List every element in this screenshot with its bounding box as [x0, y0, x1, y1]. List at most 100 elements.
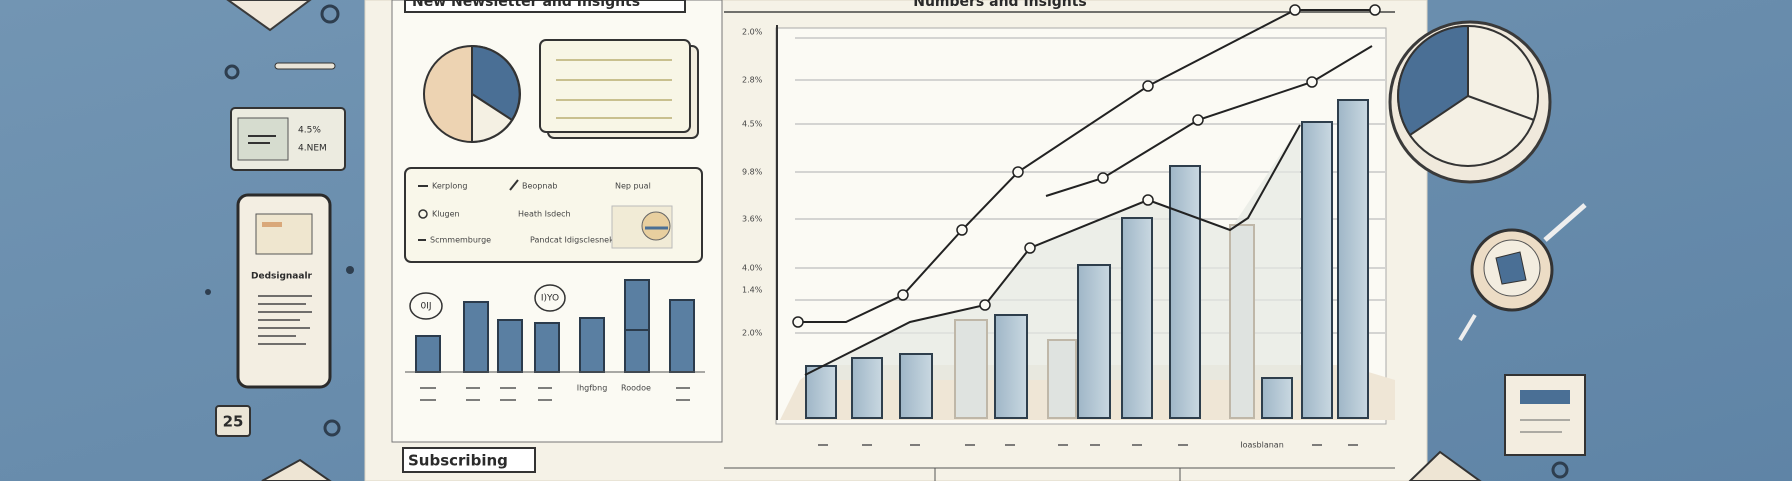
main-bars-part: [805, 365, 837, 419]
mini-bubbles-part: [409, 292, 443, 320]
line-points-part: [956, 224, 968, 236]
note-card-part: [539, 39, 691, 133]
lines-part: [804, 124, 1301, 376]
legend-item: Klugen: [432, 210, 460, 219]
left-decor-part: [226, 0, 312, 32]
legend-item: Nep pual: [615, 182, 651, 191]
line-points-part: [1012, 166, 1024, 178]
mini-bubbles: 0IJ I)YO: [409, 284, 566, 320]
left-decor-part: [215, 405, 251, 437]
y-label: 2.0%: [742, 28, 763, 37]
main-bars-part: [1169, 165, 1201, 419]
main-bars-part: [1301, 121, 1333, 419]
left-decor-part: [237, 117, 289, 161]
footer-box: [402, 447, 536, 473]
right-decor-part: [1543, 203, 1587, 242]
note-card-part: [556, 59, 672, 119]
legend-item: Kerplong: [432, 182, 467, 191]
line-points-part: [1369, 4, 1381, 16]
line-points: [792, 4, 1381, 328]
main-bars-part: [1077, 264, 1111, 419]
legend-items-part: [418, 209, 428, 219]
legend-item: Heath Isdech: [518, 210, 571, 219]
bubble-text: 0IJ: [420, 302, 431, 312]
left-decor-part: [261, 458, 332, 481]
mini-label: Roodoe: [621, 384, 651, 393]
line-points-part: [1024, 242, 1036, 254]
right-decor-part: [1551, 461, 1569, 479]
mini-label: Ihgfbng: [577, 384, 608, 393]
card-text: 4.NEM: [298, 144, 327, 154]
main-bars-part: [1121, 217, 1153, 419]
y-label: 4.5%: [742, 120, 763, 129]
mini-pie-part: [471, 92, 514, 144]
line-points-part: [1306, 76, 1318, 88]
calendar-day: 25: [223, 413, 244, 431]
left-decor-part: [205, 289, 211, 295]
y-label: 4.0%: [742, 264, 763, 273]
left-decor-part: [320, 4, 340, 24]
right-decor: [1388, 20, 1587, 481]
main-bars-part: [899, 353, 933, 419]
main-bars-part: [1337, 99, 1369, 419]
legend-items-part: [641, 211, 671, 241]
legend-item: Beopnab: [522, 182, 557, 191]
bubble-text: I)YO: [541, 294, 559, 304]
y-label: 9.8%: [742, 168, 763, 177]
line-points-part: [897, 289, 909, 301]
right-decor-part: [1397, 24, 1469, 137]
mini-bubbles-part: [534, 284, 566, 312]
right-decor-part: [1504, 374, 1586, 456]
legend-items-part: [509, 179, 519, 191]
line-points-part: [1289, 4, 1301, 16]
main-bars-part: [1047, 339, 1077, 419]
header-title: New Newsletter and Insights: [412, 0, 640, 10]
mini-pie: [423, 44, 521, 144]
line-points-part: [1142, 194, 1154, 206]
line-points-part: [792, 316, 804, 328]
bottom-rule: [724, 467, 1395, 481]
y-label: 2.8%: [742, 76, 763, 85]
main-bars-part: [1229, 224, 1255, 419]
mini-bars-part: [497, 319, 523, 373]
y-labels: 2.0% 2.8% 4.5% 9.8% 3.6% 4.0% 1.4% 2.0%: [742, 28, 763, 338]
card-text: 4.5%: [298, 126, 321, 136]
mini-bars-part: [669, 299, 695, 373]
main-bars-part: [1261, 377, 1293, 419]
title-box: [404, 0, 686, 13]
mini-bars-part: [463, 301, 489, 373]
x-label: Ioasblanan: [1240, 441, 1284, 450]
y-label: 1.4%: [742, 286, 763, 295]
y-label: 2.0%: [742, 329, 763, 338]
legend-item: Scmmemburge: [430, 236, 491, 245]
right-decor-part: [1458, 313, 1477, 342]
mini-bars-part: [415, 335, 441, 373]
line-points-part: [1142, 80, 1154, 92]
mini-bars-part: [579, 317, 605, 373]
main-bars-part: [954, 319, 988, 419]
left-decor-part: [224, 64, 240, 80]
main-bars-part: [851, 357, 883, 419]
chart-title: Numbers and Insights: [913, 0, 1087, 10]
line-points-part: [1097, 172, 1109, 184]
note-card: [539, 39, 699, 139]
right-decor-part: [1520, 390, 1570, 404]
right-decor-part: [1408, 450, 1482, 481]
mini-bars-part: [624, 279, 650, 373]
left-decor-part: [262, 222, 282, 227]
footer-label: Subscribing: [408, 452, 508, 470]
lines-part: [798, 9, 1375, 323]
main-bars-part: [994, 314, 1028, 419]
left-decor-part: [274, 62, 336, 70]
left-decor-part: [258, 295, 312, 345]
left-decor-part: [255, 213, 313, 255]
mini-bars-part: [534, 322, 560, 373]
left-decor-part: [323, 419, 341, 437]
legend-items: Kerplong Beopnab Nep pual Klugen Heath I…: [418, 179, 673, 249]
left-decor: 4.5% 4.NEM Dedsignaalr 25: [205, 0, 354, 481]
mini-ticks: [420, 387, 690, 401]
phone-label: Dedsignaalr: [251, 272, 313, 282]
line-points-part: [1192, 114, 1204, 126]
right-decor-part: [1467, 95, 1535, 121]
